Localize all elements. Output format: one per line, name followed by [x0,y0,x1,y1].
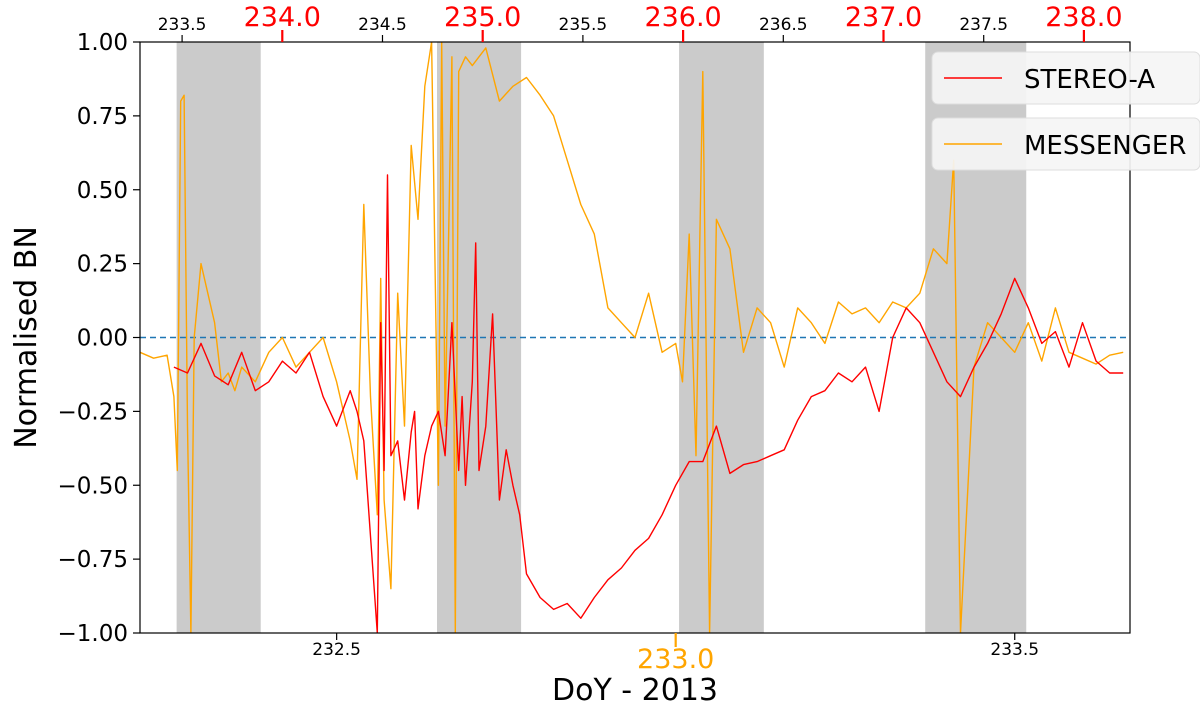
shaded-region [437,42,522,633]
top-tick-label: 234.0 [244,2,321,33]
x-axis-label: DoY - 2013 [552,673,718,708]
legend-box-messenger [931,117,1200,171]
legend: STEREO-A MESSENGER [931,51,1200,171]
top-tick-label: 233.5 [158,15,207,35]
bottom-tick-label: 232.5 [312,640,361,660]
y-tick-label: −0.75 [58,547,128,573]
top-tick-label: 236.0 [644,2,721,33]
top-tick-label: 236.5 [759,15,808,35]
bottom-x-axis: 232.5 233.0 233.5 [312,633,1039,675]
top-tick-label: 238.0 [1045,2,1122,33]
stereo-a-line [173,174,1124,633]
y-tick-label: 0.00 [77,326,128,352]
top-tick-label: 235.5 [559,15,608,35]
y-tick-label: 0.50 [77,178,128,204]
y-tick-label: −0.25 [58,399,128,425]
bottom-tick-label: 233.5 [990,640,1039,660]
y-axis-label: Normalised BN [9,226,44,449]
y-tick-label: 1.00 [77,30,128,56]
y-tick-label: 0.25 [77,252,128,278]
y-tick-label: −0.50 [58,473,128,499]
top-x-axis: 233.5 234.0 234.5 235.0 235.5 236.0 236.5 237.0… [158,2,1123,42]
legend-label-messenger: MESSENGER [1024,131,1186,161]
legend-box-stereo [931,51,1200,105]
messenger-line [140,42,1124,633]
y-tick-label: 0.75 [77,104,128,130]
y-tick-label: −1.00 [58,621,128,647]
y-axis: 1.00 0.75 0.50 0.25 0.00 −0.25 −0.50 −0.75 −1.00 [58,30,140,647]
bottom-tick-label: 233.0 [637,644,714,675]
legend-label-stereo: STEREO-A [1024,65,1155,95]
top-tick-label: 237.0 [845,2,922,33]
top-tick-label: 235.0 [444,2,521,33]
top-tick-label: 237.5 [959,15,1008,35]
series-group [140,42,1124,633]
top-tick-label: 234.5 [358,15,407,35]
